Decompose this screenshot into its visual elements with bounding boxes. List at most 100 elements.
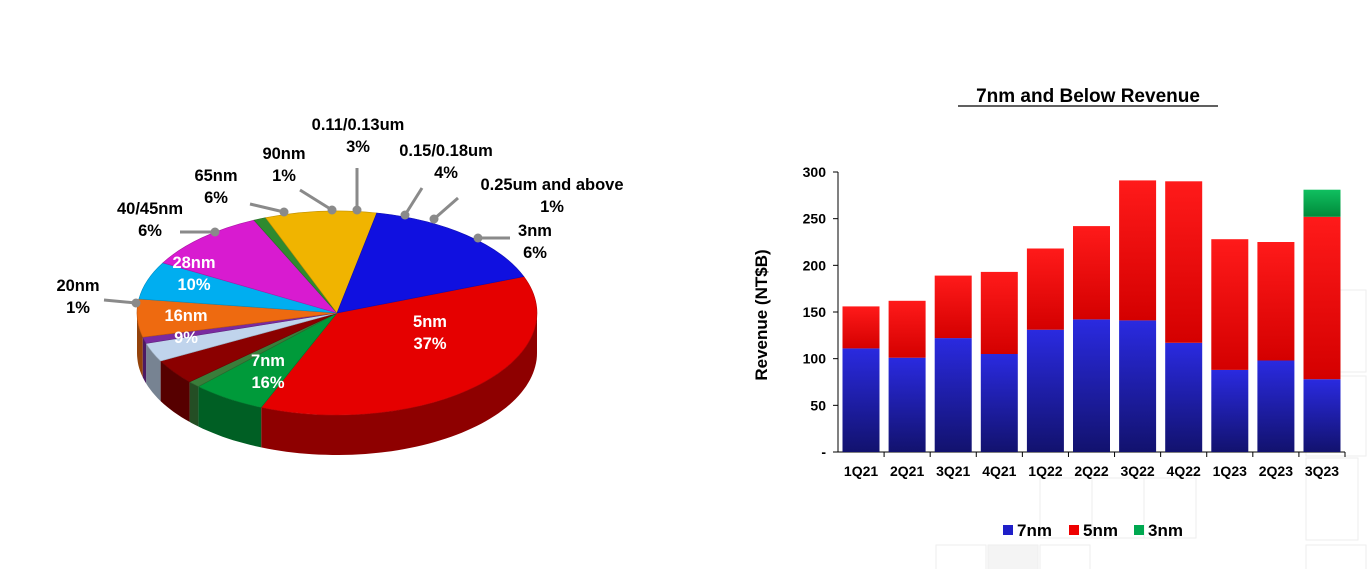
pie-leader-lines [103, 168, 510, 308]
pie-label-name-90nm: 90nm [262, 145, 305, 163]
legend-swatch-5nm [1069, 525, 1079, 535]
pie-side-90nm [142, 337, 147, 384]
y-tick-label: - [821, 444, 826, 460]
bar-7nm-2q21 [888, 357, 926, 452]
pie-side-3nm [198, 386, 262, 448]
pie-label-value-40-45nm: 6% [138, 222, 162, 240]
bar-5nm-2q22 [1073, 226, 1110, 320]
pie-label-value-90nm: 1% [272, 167, 296, 185]
bar-5nm-3q23 [1303, 216, 1341, 380]
leader-dot-65nm [279, 207, 289, 217]
bar-7nm-4q22 [1165, 342, 1203, 452]
chart-title: 7nm and Below Revenue [976, 86, 1200, 107]
pie-side-5nm [261, 313, 537, 455]
pie-label-value-0-25um-and-above: 1% [540, 198, 564, 216]
bar-7nm-4q21 [980, 354, 1018, 452]
pie-label-value-65nm: 6% [204, 189, 228, 207]
pie-label-name-40-45nm: 40/45nm [117, 200, 183, 218]
pie-label-value-7nm: 16% [251, 374, 284, 392]
y-axis-label: Revenue (NT$B) [752, 249, 771, 380]
pie-label-value-5nm: 37% [413, 335, 446, 353]
pie-label-value-16nm: 9% [174, 329, 198, 347]
process-technology-pie: 5nm 37% 3nm 6% 0.25um and above 1% 0.15/0.18um… [56, 116, 624, 455]
y-tick-label: 100 [803, 351, 827, 367]
pie-label-value-3nm: 6% [523, 244, 547, 262]
bar-7nm-1q22 [1026, 329, 1064, 452]
chart-legend: 7nm 5nm 3nm [1003, 521, 1183, 540]
bar-5nm-2q21 [888, 300, 926, 358]
x-tick-label-4q21: 4Q21 [982, 463, 1016, 479]
leader-line-20nm [103, 298, 137, 305]
leader-line-0-15-0-18um [403, 187, 424, 216]
y-tick-label: 300 [803, 164, 827, 180]
bar-5nm-3q22 [1119, 180, 1157, 321]
x-tick-label-3q21: 3Q21 [936, 463, 970, 479]
x-tick-label-1q23: 1Q23 [1213, 463, 1247, 479]
bar-7nm-3q21 [934, 338, 972, 452]
leader-line-90nm [299, 188, 333, 212]
revenue-bar-chart: 7nm and Below Revenue Revenue (NT$B) - 50… [752, 86, 1346, 540]
x-axis-ticks: 1Q21 2Q21 3Q21 4Q21 1Q22 2Q22 3Q22 4Q22 1Q23 2Q23… [844, 452, 1346, 479]
pie-label-name-20nm: 20nm [56, 277, 99, 295]
bar-5nm-1q22 [1026, 248, 1064, 330]
y-axis-ticks: - 50 100 150 200 250 300 [803, 164, 838, 460]
pie-slice-28nm [162, 219, 338, 314]
pie-label-value-20nm: 1% [66, 299, 90, 317]
x-tick-label-2q22: 2Q22 [1074, 463, 1108, 479]
pie-label-name-0-15-0-18um: 0.15/0.18um [399, 142, 493, 160]
y-tick-label: 150 [803, 304, 827, 320]
pie-label-name-3nm: 3nm [518, 222, 552, 240]
pie-depth [137, 313, 537, 455]
bar-7nm-2q22 [1073, 319, 1110, 452]
pie-label-name-7nm: 7nm [251, 352, 285, 370]
pie-labels: 5nm 37% 3nm 6% 0.25um and above 1% 0.15/0.18um… [56, 116, 623, 392]
bar-7nm-1q23 [1211, 369, 1249, 452]
x-tick-label-2q21: 2Q21 [890, 463, 924, 479]
y-tick-label: 250 [803, 211, 827, 227]
leader-dot-90nm [327, 205, 337, 215]
pie-label-name-0-11-0-13um: 0.11/0.13um [312, 116, 405, 134]
y-tick-label: 50 [810, 397, 826, 413]
x-tick-label-3q23: 3Q23 [1305, 463, 1339, 479]
pie-label-name-65nm: 65nm [194, 167, 237, 185]
bar-5nm-1q23 [1211, 239, 1249, 370]
legend-label-7nm: 7nm [1017, 521, 1052, 540]
pie-top [136, 210, 538, 416]
y-tick-label: 200 [803, 257, 827, 273]
pie-label-value-0-15-0-18um: 4% [434, 164, 458, 182]
bar-3nm-3q23 [1303, 189, 1341, 217]
bar-5nm-2q23 [1257, 242, 1295, 361]
pie-slice-16nm [265, 210, 378, 314]
x-tick-label-4q22: 4Q22 [1167, 463, 1201, 479]
bar-7nm-1q21 [842, 348, 880, 452]
pie-label-value-0-11-0-13um: 3% [346, 138, 370, 156]
pie-label-value-28nm: 10% [177, 276, 210, 294]
x-tick-label-1q21: 1Q21 [844, 463, 878, 479]
pie-slice-7nm [336, 212, 525, 314]
pie-label-name-28nm: 28nm [172, 254, 215, 272]
x-tick-label-3q22: 3Q22 [1120, 463, 1154, 479]
x-tick-label-1q22: 1Q22 [1028, 463, 1062, 479]
leader-dot-0-15-0-18um [400, 210, 410, 220]
x-tick-label-2q23: 2Q23 [1259, 463, 1293, 479]
pie-side-0-25um-and-above [189, 381, 199, 427]
pie-label-name-5nm: 5nm [413, 313, 447, 331]
leader-dot-3nm [473, 233, 483, 243]
pie-label-name-0-25um-and-above: 0.25um and above [480, 176, 623, 194]
bar-5nm-3q21 [934, 275, 972, 339]
leader-dot-0-11-0-13um [352, 205, 362, 215]
pie-slice-5nm [260, 276, 538, 416]
pie-side-0-15-0-18um [160, 361, 190, 422]
leader-line-65nm [249, 202, 285, 214]
bar-7nm-3q22 [1119, 320, 1157, 452]
bar-5nm-4q21 [980, 271, 1018, 354]
legend-label-3nm: 3nm [1148, 521, 1183, 540]
leader-dot-40-45nm [210, 227, 220, 237]
leader-dot-20nm [131, 298, 141, 308]
bar-7nm-2q23 [1257, 360, 1295, 452]
bar-7nm-3q23 [1303, 379, 1341, 452]
pie-label-name-16nm: 16nm [164, 307, 207, 325]
bar-5nm-4q22 [1165, 181, 1203, 343]
leader-dot-0-25um-and-above [429, 214, 439, 224]
